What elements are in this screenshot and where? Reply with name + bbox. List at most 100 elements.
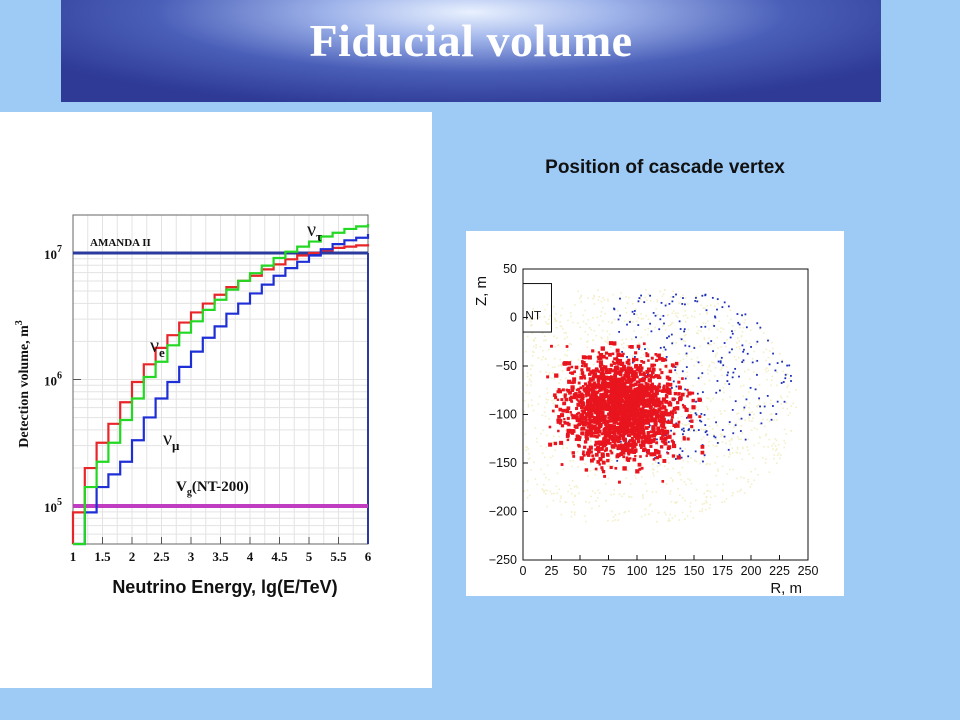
halo-point (539, 370, 542, 373)
cascade-point (616, 378, 620, 382)
cascade-point (661, 397, 667, 402)
halo-point (667, 456, 669, 459)
halo-point (704, 453, 707, 455)
outer-point (713, 325, 716, 327)
halo-point (768, 339, 770, 341)
detection-volume-chart: 1 1.5 2 2.5 3 3.5 4 4.5 5 5.5 6105106107Detection … (14, 214, 372, 597)
cascade-point (641, 388, 644, 391)
halo-point (752, 371, 755, 373)
cascade-point (599, 357, 603, 360)
cascade-point (611, 379, 616, 384)
halo-point (785, 433, 788, 435)
halo-point (690, 510, 692, 513)
cascade-point (608, 411, 612, 414)
halo-point (736, 448, 739, 450)
cascade-point (621, 404, 625, 408)
cascade-point (610, 389, 614, 393)
halo-point (773, 419, 775, 422)
outer-point (649, 294, 652, 297)
halo-point (704, 428, 707, 431)
cascade-point (678, 397, 683, 402)
halo-point (534, 478, 537, 480)
halo-point (531, 354, 534, 357)
outer-point (681, 370, 684, 373)
halo-point (669, 425, 672, 428)
cascade-point (652, 458, 656, 461)
cascade-point (546, 375, 550, 379)
halo-point (728, 440, 731, 442)
halo-point (669, 492, 671, 495)
halo-point (770, 384, 772, 387)
cascade-point (648, 411, 653, 416)
halo-point (567, 319, 569, 322)
cascade-point (638, 389, 642, 393)
halo-point (680, 415, 683, 418)
chart2-x-tick-label: 75 (602, 564, 616, 578)
halo-point (717, 347, 720, 349)
outer-point (780, 382, 783, 384)
halo-point (721, 501, 723, 503)
cascade-point (603, 406, 607, 410)
halo-point (662, 481, 664, 484)
cascade-point (632, 424, 635, 428)
cascade-point (585, 429, 589, 433)
cascade-point (653, 410, 656, 413)
cascade-point (630, 430, 635, 435)
halo-point (738, 345, 741, 348)
halo-point (678, 471, 681, 474)
halo-point (612, 465, 615, 468)
outer-point (732, 371, 735, 374)
cascade-point (697, 397, 702, 402)
cascade-point (674, 361, 679, 366)
series-line-μ (73, 233, 370, 546)
halo-point (672, 310, 675, 312)
cascade-point (560, 463, 564, 466)
cascade-point (648, 405, 652, 409)
cascade-point (592, 381, 596, 385)
chart1-x-tick-label: 5 (306, 549, 313, 564)
cascade-point (598, 434, 601, 437)
outer-point (697, 361, 700, 364)
halo-point (737, 438, 740, 440)
outer-point (713, 435, 715, 438)
outer-point (671, 300, 674, 303)
halo-point (579, 326, 581, 328)
cascade-point (656, 375, 661, 380)
outer-point (693, 347, 696, 349)
cascade-point (626, 407, 631, 412)
cascade-point (643, 419, 648, 425)
halo-point (701, 510, 703, 513)
halo-point (783, 446, 786, 449)
halo-point (689, 430, 692, 432)
cascade-point (636, 400, 640, 403)
cascade-point (620, 414, 623, 418)
cascade-point (575, 412, 579, 416)
outer-point (790, 380, 792, 382)
cascade-point (640, 436, 644, 440)
outer-point (633, 310, 636, 312)
outer-point (734, 400, 737, 403)
cascade-point (589, 424, 593, 428)
cascade-point (636, 344, 641, 349)
halo-point (699, 462, 701, 465)
outer-point (741, 344, 744, 347)
cascade-point (575, 418, 580, 423)
outer-point (742, 350, 745, 353)
cascade-point (604, 390, 608, 395)
outer-point (776, 400, 779, 403)
cascade-point (596, 386, 600, 389)
cascade-point (606, 425, 610, 429)
cascade-point (614, 466, 618, 470)
cascade-point (585, 395, 588, 398)
halo-point (552, 402, 555, 405)
halo-point (781, 359, 784, 362)
cascade-point (598, 387, 603, 392)
halo-point (681, 466, 684, 469)
outer-point (715, 421, 717, 424)
cascade-point (610, 377, 615, 382)
outer-point (745, 326, 748, 329)
cascade-point (586, 367, 591, 372)
cascade-point (583, 377, 587, 380)
halo-point (747, 368, 750, 371)
cascade-point (633, 444, 637, 449)
